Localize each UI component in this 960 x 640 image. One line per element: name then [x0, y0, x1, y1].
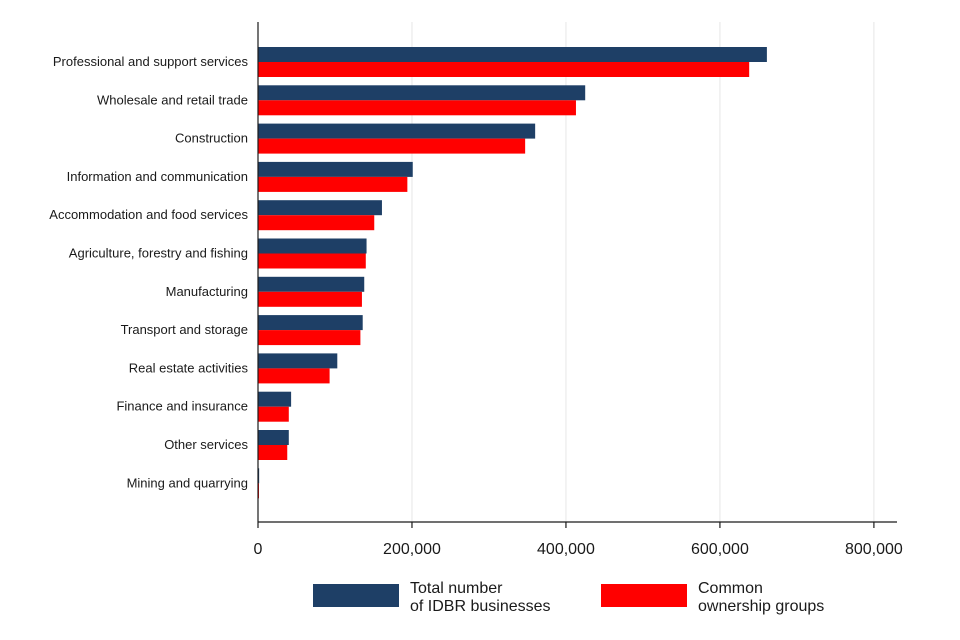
category-label: Transport and storage	[121, 322, 248, 337]
bar-common-ownership-3	[258, 176, 408, 192]
bar-common-ownership-0	[258, 62, 750, 77]
legend-label: Common ownership groups	[698, 580, 824, 615]
axes	[257, 22, 897, 528]
bar-idbr-businesses-6	[258, 276, 365, 292]
category-label: Construction	[175, 131, 248, 146]
bars	[258, 47, 767, 499]
category-label: Agriculture, forestry and fishing	[69, 246, 248, 261]
category-label: Professional and support services	[53, 54, 249, 69]
bar-idbr-businesses-7	[258, 315, 363, 331]
x-tick-label: 0	[254, 541, 263, 558]
bar-common-ownership-5	[258, 253, 366, 269]
bar-common-ownership-1	[258, 100, 576, 116]
category-label: Accommodation and food services	[49, 207, 248, 222]
category-label: Other services	[164, 437, 248, 452]
x-tick-label: 800,000	[845, 541, 903, 558]
bar-common-ownership-4	[258, 215, 375, 231]
legend-swatch	[601, 584, 687, 607]
bar-common-ownership-6	[258, 291, 362, 307]
bar-idbr-businesses-10	[258, 430, 289, 445]
bar-common-ownership-8	[258, 368, 330, 384]
category-label: Mining and quarrying	[127, 475, 248, 490]
category-label: Information and communication	[67, 169, 248, 184]
x-tick-labels: 0 200,000 400,000 600,000 800,000	[254, 541, 903, 558]
category-label: Finance and insurance	[116, 399, 248, 414]
bar-common-ownership-7	[258, 330, 361, 346]
bar-idbr-businesses-1	[258, 85, 586, 101]
x-tick-label: 400,000	[537, 541, 595, 558]
bar-common-ownership-2	[258, 138, 526, 154]
category-label: Real estate activities	[129, 360, 249, 375]
bar-common-ownership-9	[258, 406, 289, 422]
category-labels: Professional and support services Wholesa…	[49, 54, 248, 490]
bar-idbr-businesses-9	[258, 391, 292, 407]
legend: Total number of IDBR businesses Common owne…	[313, 580, 824, 615]
bar-idbr-businesses-4	[258, 200, 382, 216]
bar-idbr-businesses-5	[258, 238, 367, 254]
x-tick-label: 600,000	[691, 541, 749, 558]
bar-idbr-businesses-2	[258, 123, 536, 139]
legend-label: Total number of IDBR businesses	[410, 580, 551, 615]
category-label: Wholesale and retail trade	[97, 92, 248, 107]
bar-common-ownership-10	[258, 445, 288, 460]
category-label: Manufacturing	[166, 284, 248, 299]
bar-idbr-businesses-0	[258, 47, 767, 62]
x-tick-label: 200,000	[383, 541, 441, 558]
legend-swatch	[313, 584, 399, 607]
bar-idbr-businesses-3	[258, 161, 413, 177]
bar-idbr-businesses-8	[258, 353, 338, 369]
